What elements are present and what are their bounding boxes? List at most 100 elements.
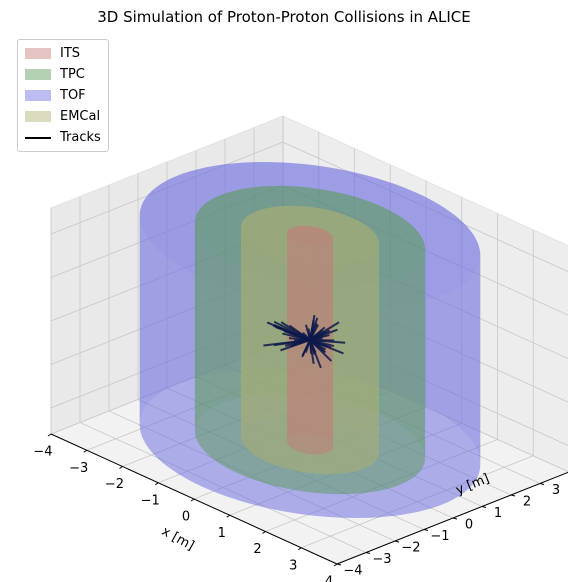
cylinder-back-tof bbox=[139, 215, 481, 518]
x-tick-label: 3 bbox=[289, 558, 297, 573]
grid-z-back bbox=[282, 185, 568, 316]
y-tick-label: −3 bbox=[372, 552, 391, 567]
grid-y-floor bbox=[108, 410, 396, 542]
track-line bbox=[309, 321, 340, 341]
y-tick-label: 2 bbox=[523, 495, 531, 510]
cylinder-bottom-cap-tof bbox=[139, 370, 481, 518]
track-line bbox=[309, 339, 325, 352]
cylinder-top-cap-its bbox=[287, 225, 333, 246]
cylinder-back-tpc bbox=[194, 222, 426, 495]
y-tick-mark bbox=[539, 483, 545, 485]
y-tick-mark bbox=[510, 494, 516, 497]
grid-y-floor bbox=[79, 422, 367, 553]
grid-z-left bbox=[50, 315, 284, 409]
track-line bbox=[309, 334, 330, 341]
legend: ITS TPC TOF EMCal Tracks bbox=[17, 39, 109, 152]
grid-y-floor bbox=[224, 364, 512, 496]
chart-title: 3D Simulation of Proton-Proton Collision… bbox=[97, 8, 471, 26]
legend-item-its: ITS bbox=[25, 43, 102, 64]
legend-swatch-tof bbox=[25, 90, 51, 101]
grid-y-floor bbox=[253, 353, 541, 484]
x-tick-label: 2 bbox=[253, 542, 261, 557]
cylinder-top-cap-tpc bbox=[194, 185, 426, 286]
x-tick-mark bbox=[262, 531, 266, 534]
legend-item-tracks: Tracks bbox=[25, 127, 102, 148]
legend-label-tof: TOF bbox=[60, 88, 86, 103]
y-tick-mark bbox=[423, 529, 429, 531]
legend-label-tpc: TPC bbox=[60, 67, 85, 82]
x-tick-mark bbox=[154, 482, 159, 486]
legend-item-tpc: TPC bbox=[25, 64, 102, 85]
legend-swatch-its bbox=[25, 48, 51, 59]
track-line bbox=[290, 339, 311, 348]
cylinder-top-cap-emcal bbox=[241, 205, 379, 266]
cylinder-side-tof bbox=[139, 162, 481, 465]
track-line bbox=[309, 339, 317, 354]
grid-z-left bbox=[50, 141, 284, 235]
x-tick-label: 4 bbox=[325, 575, 333, 582]
y-tick-label: 0 bbox=[465, 518, 473, 533]
y-tick-mark bbox=[394, 540, 400, 543]
grid-z-back bbox=[282, 315, 568, 446]
track-line bbox=[309, 339, 346, 344]
detector-cylinders bbox=[139, 162, 481, 518]
cylinder-tpc bbox=[194, 185, 426, 495]
y-tick-mark bbox=[481, 506, 487, 508]
y-tick-mark bbox=[452, 517, 458, 520]
tracks bbox=[263, 314, 346, 369]
y-tick-mark bbox=[336, 563, 342, 566]
grid-z-back bbox=[282, 228, 568, 359]
y-tick-mark bbox=[365, 552, 371, 554]
legend-label-its: ITS bbox=[60, 46, 81, 61]
x-tick-mark bbox=[190, 498, 195, 502]
y-tick-label: 1 bbox=[494, 506, 502, 521]
x-axis-label: x [m] bbox=[159, 524, 197, 554]
x-tick-label: −1 bbox=[141, 493, 160, 508]
x-tick-mark bbox=[119, 466, 123, 469]
cylinder-side-tpc bbox=[194, 185, 426, 458]
legend-label-emcal: EMCal bbox=[60, 109, 101, 124]
x-tick-label: −3 bbox=[69, 461, 88, 476]
cylinder-bottom-cap-its bbox=[287, 434, 333, 455]
x-tick-mark bbox=[297, 547, 302, 551]
cylinder-tof bbox=[139, 162, 481, 518]
legend-swatch-emcal bbox=[25, 111, 51, 122]
grid-y-floor bbox=[282, 341, 568, 472]
legend-item-tof: TOF bbox=[25, 85, 102, 106]
y-tick-label: −2 bbox=[401, 541, 420, 556]
x-tick-label: 0 bbox=[182, 510, 190, 525]
grid-y-floor bbox=[137, 399, 425, 530]
x-tick-label: 1 bbox=[218, 526, 226, 541]
legend-swatch-tpc bbox=[25, 69, 51, 80]
grid-z-left bbox=[50, 228, 284, 322]
cylinder-side-emcal bbox=[241, 205, 379, 453]
legend-label-tracks: Tracks bbox=[60, 130, 101, 145]
legend-item-emcal: EMCal bbox=[25, 106, 102, 127]
grid-z-back bbox=[282, 141, 568, 273]
y-tick-label: −4 bbox=[343, 564, 362, 579]
grid-z-back bbox=[282, 272, 568, 403]
grid-z-left bbox=[50, 185, 284, 278]
grid-lines bbox=[50, 116, 568, 565]
x-tick-mark bbox=[47, 433, 52, 437]
cylinder-top-cap-tof bbox=[139, 162, 481, 310]
legend-swatch-tracks bbox=[25, 136, 51, 139]
cylinder-bottom-cap-tpc bbox=[194, 394, 426, 495]
cylinder-bottom-cap-emcal bbox=[241, 414, 379, 475]
x-tick-mark bbox=[83, 449, 88, 453]
x-tick-label: −4 bbox=[33, 445, 52, 460]
grid-y-floor bbox=[166, 387, 454, 519]
y-tick-label: 3 bbox=[552, 483, 560, 498]
grid-y-floor bbox=[195, 376, 483, 507]
track-line bbox=[309, 319, 315, 341]
x-tick-mark bbox=[333, 563, 338, 567]
track-line bbox=[304, 339, 311, 353]
y-tick-label: −1 bbox=[430, 529, 449, 544]
cylinder-emcal bbox=[241, 205, 379, 475]
track-line bbox=[273, 320, 311, 341]
x-tick-mark bbox=[226, 514, 231, 518]
x-tick-label: −2 bbox=[105, 477, 124, 492]
grid-z-left bbox=[50, 272, 284, 365]
